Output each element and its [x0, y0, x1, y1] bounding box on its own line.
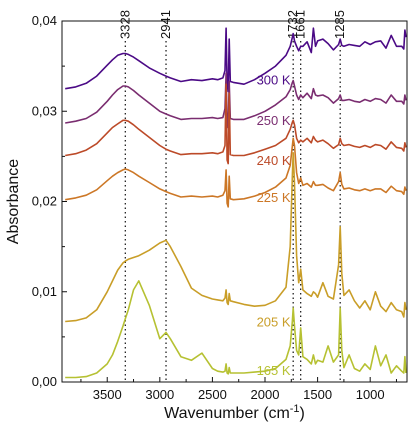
series-label: 225 K — [257, 190, 291, 205]
series-label: 240 K — [257, 153, 291, 168]
peak-label: 1732 — [285, 10, 300, 39]
series-label: 300 K — [257, 73, 291, 88]
x-tick-label: 2000 — [251, 387, 280, 402]
y-tick-label: 0,00 — [32, 374, 57, 389]
x-tick-label: 2500 — [198, 387, 227, 402]
series-line — [65, 152, 407, 323]
y-tick-label: 0,01 — [32, 284, 57, 299]
peak-label: 1285 — [332, 10, 347, 39]
peak-label: 3328 — [117, 10, 132, 39]
x-tick-label: 1500 — [303, 387, 332, 402]
x-tick-label: 3500 — [93, 387, 122, 402]
series-line — [65, 83, 407, 165]
series-label: 165 K — [257, 363, 291, 378]
x-axis-title: Wavenumber (cm-1) — [164, 403, 305, 422]
axis-layer: 3500 3000 2500 2000 1500 1000 0,00 0,01 0,02 0,03… — [32, 13, 397, 402]
x-tick-label: 1000 — [356, 387, 385, 402]
series-label: 250 K — [257, 113, 291, 128]
y-tick-label: 0,04 — [32, 13, 57, 28]
peak-label: 1661 — [293, 10, 308, 39]
series-label-layer: 300 K 250 K 240 K 225 K 205 K 165 K — [257, 73, 291, 379]
series-layer — [65, 27, 407, 379]
x-tick-label: 3000 — [145, 387, 174, 402]
series-label: 205 K — [257, 314, 291, 329]
peak-label: 2941 — [158, 10, 173, 39]
series-line — [65, 72, 407, 129]
y-tick-label: 0,02 — [32, 194, 57, 209]
y-tick-label: 0,03 — [32, 103, 57, 118]
series-line — [65, 27, 407, 93]
y-axis-title: Absorbance — [5, 159, 22, 244]
series-line — [65, 137, 407, 208]
plot-frame — [61, 20, 408, 383]
series-line — [65, 280, 407, 379]
